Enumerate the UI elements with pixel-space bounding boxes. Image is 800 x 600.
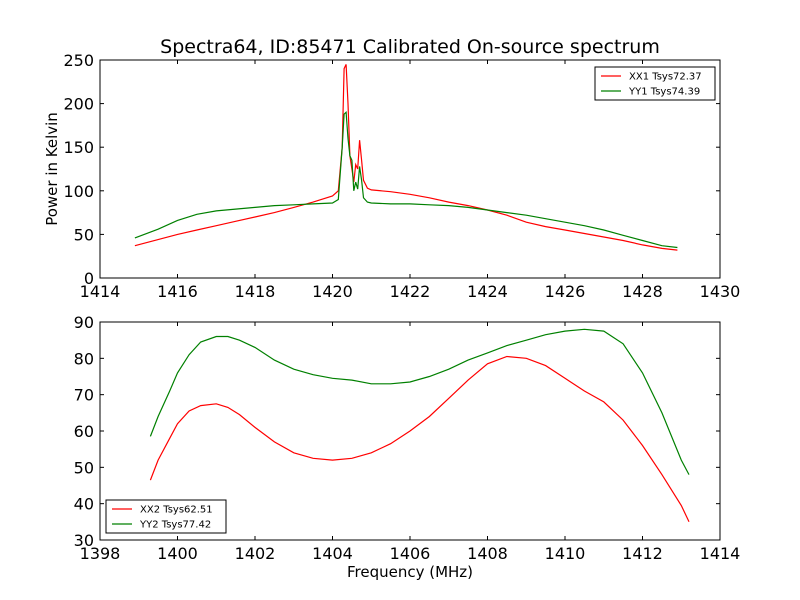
y-tick-label: 200	[63, 95, 94, 114]
x-tick-label: 1428	[622, 282, 663, 301]
legend-entry: XX1 Tsys72.37	[629, 72, 702, 83]
y-tick-label: 30	[74, 531, 94, 550]
y-tick-label: 50	[74, 458, 94, 477]
y-tick-label: 0	[84, 269, 94, 288]
legend-box	[594, 66, 716, 101]
y-tick-label: 250	[63, 51, 94, 70]
x-tick-label: 1410	[545, 544, 586, 563]
y-axis-label: Power in Kelvin	[43, 112, 61, 226]
y-tick-label: 90	[74, 313, 94, 332]
series-line-yy2	[149, 328, 690, 475]
x-tick-label: 1406	[390, 544, 431, 563]
x-tick-label: 1418	[235, 282, 276, 301]
bottom-panel: 1398 1400 1402 1404 1406 1408 1410 1412 1414 30 40…	[74, 313, 741, 581]
legend: XX1 Tsys72.37 YY1 Tsys74.39	[594, 66, 716, 101]
y-tick-label: 150	[63, 138, 94, 157]
x-tick-label: 1408	[467, 544, 508, 563]
y-tick-label: 100	[63, 182, 94, 201]
x-tick-label: 1424	[467, 282, 508, 301]
x-tick-label: 1402	[235, 544, 276, 563]
legend: XX2 Tsys62.51 YY2 Tsys77.42	[105, 499, 227, 534]
x-tick-label: 1398	[80, 544, 121, 563]
top-panel: 1414 1416 1418 1420 1422 1424 1426 1428 1430 0 50 1…	[43, 51, 740, 301]
chart-title: Spectra64, ID:85471 Calibrated On-source…	[160, 36, 660, 58]
series-line-xx1	[134, 64, 678, 251]
legend-entry: YY2 Tsys77.42	[139, 520, 211, 531]
x-tick-label: 1416	[157, 282, 198, 301]
x-axis-label: Frequency (MHz)	[347, 563, 473, 581]
legend-entry: YY1 Tsys74.39	[628, 87, 700, 98]
x-tick-label: 1430	[700, 282, 741, 301]
y-tick-label: 80	[74, 349, 94, 368]
x-tick-label: 1404	[312, 544, 353, 563]
x-tick-label: 1414	[700, 544, 741, 563]
y-tick-label: 40	[74, 495, 94, 514]
y-tick-label: 70	[74, 386, 94, 405]
x-tick-label: 1412	[622, 544, 663, 563]
x-tick-label: 1414	[80, 282, 121, 301]
x-tick-label: 1400	[157, 544, 198, 563]
series-line-xx2	[149, 355, 690, 523]
legend-entry: XX2 Tsys62.51	[140, 505, 213, 516]
y-tick-label: 60	[74, 422, 94, 441]
x-tick-label: 1426	[545, 282, 586, 301]
x-tick-label: 1422	[390, 282, 431, 301]
x-tick-label: 1420	[312, 282, 353, 301]
y-tick-label: 50	[74, 225, 94, 244]
legend-box	[105, 499, 227, 534]
series-line-yy1	[134, 111, 678, 249]
